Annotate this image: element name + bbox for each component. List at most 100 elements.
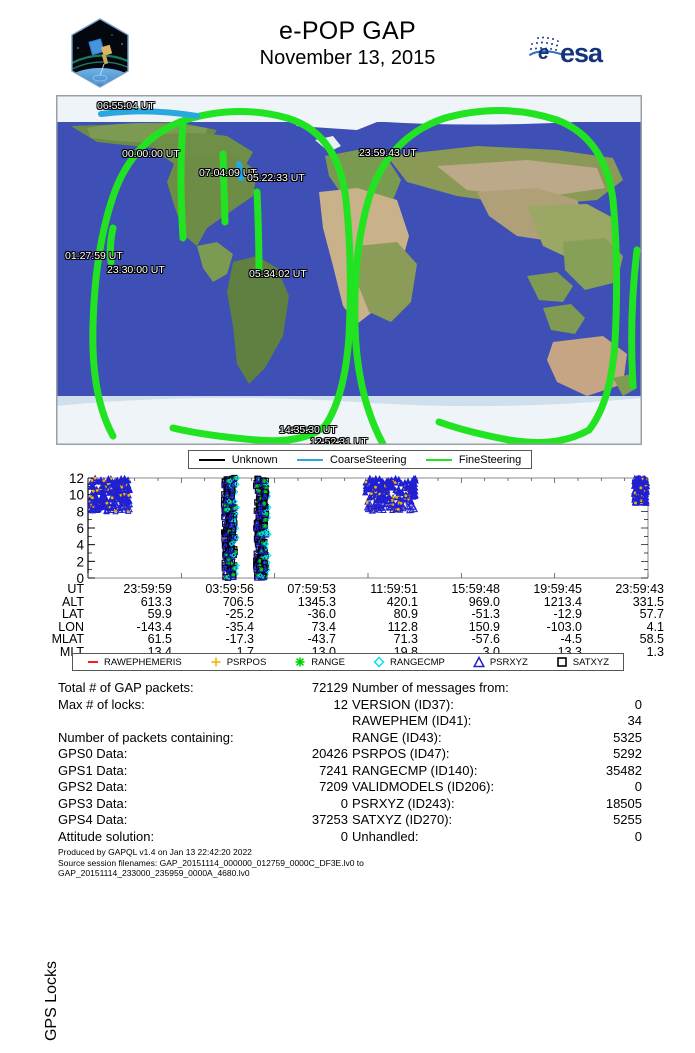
stat-row-max-locks: Max # of locks: 12 [58,697,348,714]
legend-label: FineSteering [458,453,522,466]
cell: -57.6 [471,632,501,647]
packet-type-legend: RAWEPHEMERIS PSRPOS RANGE RANGECMP PSRXY… [72,653,624,671]
stat-label: GPS0 Data: [58,746,128,761]
legend-label: SATXYZ [572,656,610,668]
cell: -17.3 [225,632,255,647]
stat-value: 0 [340,828,348,844]
cell: 150.9 [468,619,500,634]
stat-row-rangecmp: RANGECMP (ID140): 35482 [352,763,642,780]
row-key: LAT [62,607,84,622]
cell: 969.0 [468,594,500,609]
stat-label: GPS3 Data: [58,795,128,811]
stat-row-validmodels: VALIDMODELS (ID206): 0 [352,779,642,796]
cell: -12.9 [553,607,583,622]
esa-logo-icon: e esa [524,28,644,76]
statistics-right-column: Number of messages from: VERSION (ID37):… [352,680,642,845]
cell: -143.4 [136,619,172,634]
stat-row-unhandled: Unhandled: 0 [352,829,642,846]
stat-value: 20426 [311,746,348,761]
legend-item-coarsesteering: CoarseSteering [297,454,406,466]
stat-value: 37253 [311,812,348,827]
row-key: UT [67,582,84,596]
stat-row-total-packets: Total # of GAP packets: 72129 [58,680,348,697]
cell: 706.5 [222,594,254,609]
stat-value: 72129 [311,680,348,695]
gps-locks-axis-label: GPS Locks [43,960,60,1042]
table-row: LAT 59.9 -25.2 -36.0 80.9 -51.3 -12.9 57… [0,608,695,621]
cell: 19:59:45 [533,582,582,596]
cell: 11:59:51 [370,582,418,596]
diamond-marker-icon [373,656,385,668]
svg-text:esa: esa [560,38,604,68]
cell: 58.5 [639,632,664,647]
stat-row-gps2: GPS2 Data: 7209 [58,779,348,796]
square-marker-icon [556,656,568,668]
cell: 15:59:48 [451,582,500,596]
coarsesteering-line-icon [297,458,324,461]
finesteering-line-icon [425,458,452,461]
page-title: e-POP GAP [278,17,416,45]
stat-row-psrxyz: PSRXYZ (ID243): 18505 [352,796,642,813]
stat-value: 12 [333,696,348,712]
stat-value: 34 [627,713,642,728]
cell: 71.3 [393,632,418,647]
legend-item-finesteering: FineSteering [425,453,522,466]
cell: 03:59:56 [205,582,254,596]
stat-label: VALIDMODELS (ID206): [352,779,495,794]
stat-row-gps4: GPS4 Data: 37253 [58,812,348,829]
cell: 73.4 [311,619,336,634]
svg-text:12: 12 [69,471,84,486]
table-row: LON -143.4 -35.4 73.4 112.8 150.9 -103.0… [0,621,695,634]
stat-value: 5325 [613,729,642,745]
ephemeris-table: UT 23:59:59 03:59:56 07:59:53 11:59:51 1… [0,583,695,659]
messages-from-header: Number of messages from: [352,680,509,695]
stat-row-satxyz: SATXYZ (ID270): 5255 [352,812,642,829]
cell: 61.5 [147,632,172,647]
legend-item-unknown: Unknown [198,453,278,466]
triangle-marker-icon [472,656,485,668]
cell: 1213.4 [543,594,582,609]
svg-text:8: 8 [76,504,84,519]
footer-provenance: Produced by GAPQL v1.4 on Jan 13 22:42:2… [58,847,658,879]
dash-marker-icon [87,656,99,668]
legend-label: CoarseSteering [330,453,407,466]
legend-item-rangecmp: RANGECMP [373,656,445,668]
table-row: MLAT 61.5 -17.3 -43.7 71.3 -57.6 -4.5 58… [0,633,695,646]
footer-line-source-2: GAP_20151114_233000_235959_0000A_4680.lv… [58,868,250,878]
stat-label: RANGECMP (ID140): [352,762,478,778]
stat-value: 18505 [605,795,642,811]
cell: 613.3 [140,594,172,609]
stat-row-psrpos: PSRPOS (ID47): 5292 [352,746,642,763]
spacer [58,713,348,730]
stat-value: 7241 [319,762,348,778]
cell: 420.1 [386,594,418,609]
stat-label: Attitude solution: [58,828,155,844]
row-key: LON [58,619,84,634]
legend-item-psrpos: PSRPOS [210,656,266,668]
legend-label: Unknown [231,453,278,466]
legend-label: RAWEPHEMERIS [103,656,182,668]
row-key: ALT [62,594,84,609]
stat-row-attitude: Attitude solution: 0 [58,829,348,846]
svg-text:2: 2 [76,554,84,569]
stat-label: RANGE (ID43): [352,729,442,745]
cell: 23:59:43 [615,582,664,596]
statistics-left-column: Total # of GAP packets: 72129 Max # of l… [58,680,348,845]
cell: 1345.3 [297,594,336,609]
stat-label: GPS2 Data: [58,779,128,794]
cell: 57.7 [639,607,664,622]
svg-text:e: e [538,42,549,64]
svg-text:4: 4 [76,538,84,553]
page-header: CASSIOPE e-POP GAP November 13, 2015 [0,0,695,92]
stat-label: RAWEPHEM (ID41): [352,713,472,728]
title-block: e-POP GAP November 13, 2015 [0,16,695,71]
legend-item-range: RANGE [294,656,345,668]
svg-text:10: 10 [69,488,84,503]
stat-row-gps1: GPS1 Data: 7241 [58,763,348,780]
cell: 4.1 [646,619,664,634]
cell: -4.5 [560,632,582,647]
cell: -36.0 [307,607,337,622]
cell: -35.4 [225,619,255,634]
stat-row-range: RANGE (ID43): 5325 [352,730,642,747]
plus-marker-icon [210,656,222,668]
